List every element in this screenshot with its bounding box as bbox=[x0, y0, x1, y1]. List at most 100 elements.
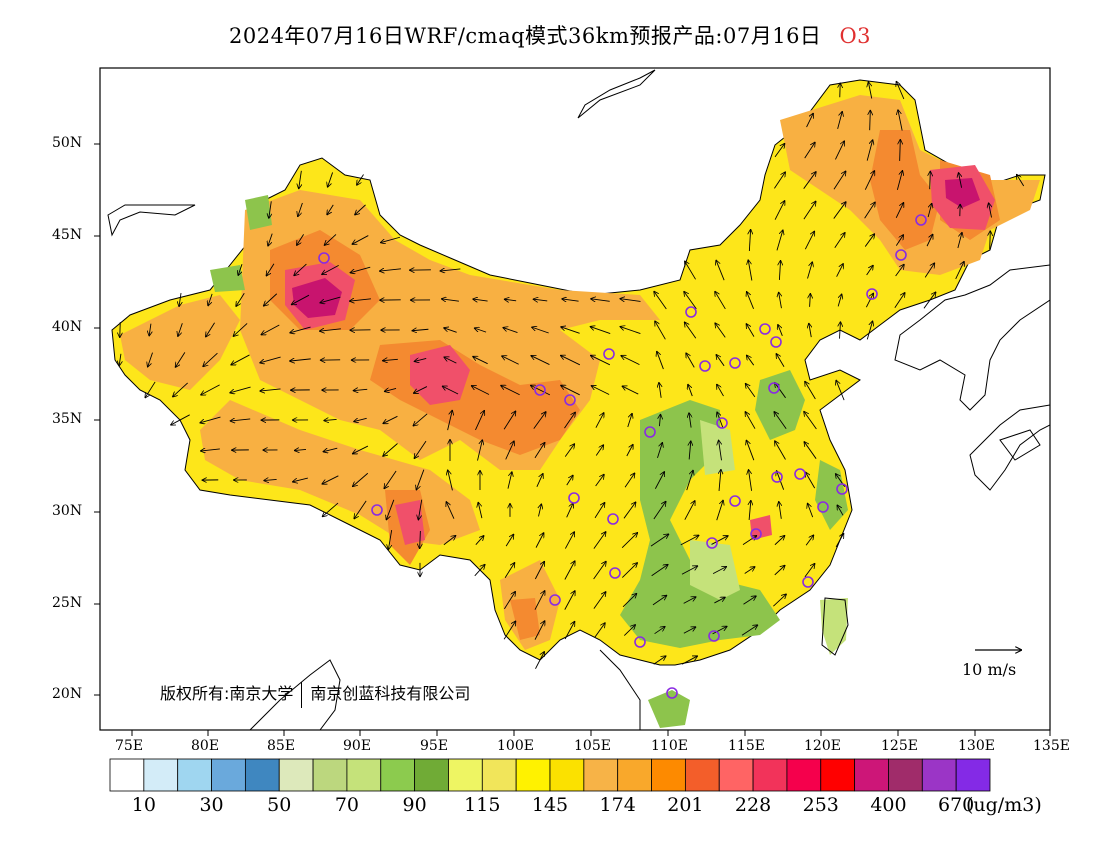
city-station-marker bbox=[817, 501, 829, 513]
colorbar-swatch bbox=[786, 758, 822, 792]
wind-arrow bbox=[566, 475, 573, 486]
wind-arrow bbox=[657, 442, 662, 458]
wind-arrow bbox=[870, 110, 871, 131]
wind-arrow bbox=[501, 356, 519, 365]
colorbar-tick-label: 670 bbox=[938, 794, 975, 816]
wind-arrow bbox=[775, 440, 786, 460]
lon-label: 75E bbox=[115, 738, 144, 754]
wind-arrow bbox=[898, 109, 903, 131]
lon-label: 120E bbox=[804, 738, 841, 754]
wind-arrow bbox=[778, 324, 783, 336]
wind-arrow bbox=[833, 171, 846, 190]
station-markers bbox=[318, 214, 927, 699]
city-station-marker bbox=[708, 630, 720, 642]
city-station-marker bbox=[759, 323, 771, 335]
colorbar-swatch bbox=[312, 758, 348, 792]
wind-arrow bbox=[593, 531, 606, 549]
wind-arrow bbox=[530, 385, 551, 396]
colorbar-tick-label: 228 bbox=[734, 794, 772, 816]
wind-arrow bbox=[179, 293, 181, 307]
wind-arrow bbox=[748, 259, 753, 281]
colorbar-swatch bbox=[684, 758, 720, 792]
wind-arrow bbox=[238, 264, 243, 276]
wind-arrow bbox=[779, 292, 782, 309]
wind-arrow bbox=[298, 202, 303, 217]
wind-arrow bbox=[774, 200, 785, 220]
copyright-notice: 版权所有:南京大学 南京创蓝科技有限公司 bbox=[160, 680, 470, 708]
ozone-lighter-green-region bbox=[690, 420, 848, 655]
wind-arrow bbox=[505, 534, 514, 547]
wind-arrow bbox=[120, 322, 121, 338]
wind-arrow bbox=[988, 203, 991, 218]
wind-arrow bbox=[560, 327, 580, 334]
wind-arrow bbox=[292, 477, 308, 482]
wind-arrow bbox=[627, 413, 632, 428]
colorbar-swatch bbox=[854, 758, 889, 792]
wind-arrow bbox=[654, 291, 667, 310]
lon-label: 110E bbox=[651, 738, 688, 754]
colorbar-swatch bbox=[346, 758, 382, 792]
wind-arrow bbox=[145, 381, 156, 398]
wind-arrow bbox=[443, 328, 457, 333]
wind-arrow bbox=[289, 326, 311, 333]
wind-arrow bbox=[380, 236, 401, 242]
wind-arrow bbox=[471, 386, 490, 395]
wind-arrow bbox=[446, 501, 455, 519]
wind-arrow bbox=[620, 326, 641, 335]
wind-arrow bbox=[927, 203, 932, 218]
wind-arrow bbox=[200, 384, 220, 395]
wind-arrow bbox=[900, 139, 901, 161]
wind-arrow bbox=[268, 233, 273, 247]
wind-arrow bbox=[716, 260, 725, 281]
city-station-marker bbox=[603, 348, 615, 360]
wind-arrow bbox=[684, 291, 697, 310]
wind-arrow bbox=[353, 389, 368, 390]
wind-arrow bbox=[717, 412, 724, 429]
wind-arrow bbox=[866, 139, 873, 161]
wind-arrow bbox=[779, 501, 782, 519]
wind-arrow bbox=[865, 293, 873, 308]
lon-label: 135E bbox=[1033, 738, 1070, 754]
wind-arrow bbox=[323, 447, 338, 452]
wind-arrow bbox=[866, 321, 872, 340]
colorbar-swatch bbox=[515, 758, 551, 792]
ozone-peak-region bbox=[292, 178, 980, 318]
city-station-marker bbox=[866, 288, 878, 300]
wind-arrow bbox=[383, 415, 398, 423]
city-station-marker bbox=[568, 492, 580, 504]
map-frame bbox=[99, 67, 1051, 731]
wind-arrow bbox=[322, 502, 339, 517]
wind-arrow bbox=[444, 357, 457, 364]
wind-arrow bbox=[500, 385, 520, 396]
wind-arrow bbox=[719, 469, 721, 491]
colorbar-tick-label: 50 bbox=[267, 794, 292, 816]
wind-arrow bbox=[263, 479, 277, 480]
city-station-marker bbox=[794, 468, 806, 480]
wind-arrow bbox=[230, 419, 251, 421]
copyright-org-nju: 南京大学 bbox=[229, 684, 294, 703]
wind-arrow bbox=[536, 473, 543, 488]
city-station-marker bbox=[609, 567, 621, 579]
wind-arrow bbox=[621, 562, 637, 578]
coastlines bbox=[107, 69, 1050, 730]
wind-arrow bbox=[538, 504, 541, 517]
wind-arrow bbox=[744, 567, 756, 574]
colorbar-tick-label: 70 bbox=[334, 794, 360, 816]
wind-arrow bbox=[208, 293, 213, 306]
lat-label: 35N bbox=[52, 411, 83, 427]
wind-arrow bbox=[774, 411, 787, 430]
colorbar-swatch bbox=[109, 758, 145, 792]
colorbar-swatch bbox=[177, 758, 212, 792]
wind-arrow bbox=[594, 502, 605, 519]
wind-arrow bbox=[533, 299, 548, 301]
lat-label: 20N bbox=[52, 686, 83, 702]
colorbar-tick-label: 145 bbox=[531, 794, 569, 816]
colorbar-swatch bbox=[955, 758, 991, 792]
wind-arrow bbox=[651, 564, 669, 577]
wind-arrow bbox=[289, 359, 311, 361]
wind-arrow bbox=[560, 385, 580, 396]
wind-arrow bbox=[291, 294, 310, 305]
lon-label: 125E bbox=[881, 738, 918, 754]
wind-arrow bbox=[774, 565, 785, 576]
wind-arrow bbox=[711, 536, 729, 545]
